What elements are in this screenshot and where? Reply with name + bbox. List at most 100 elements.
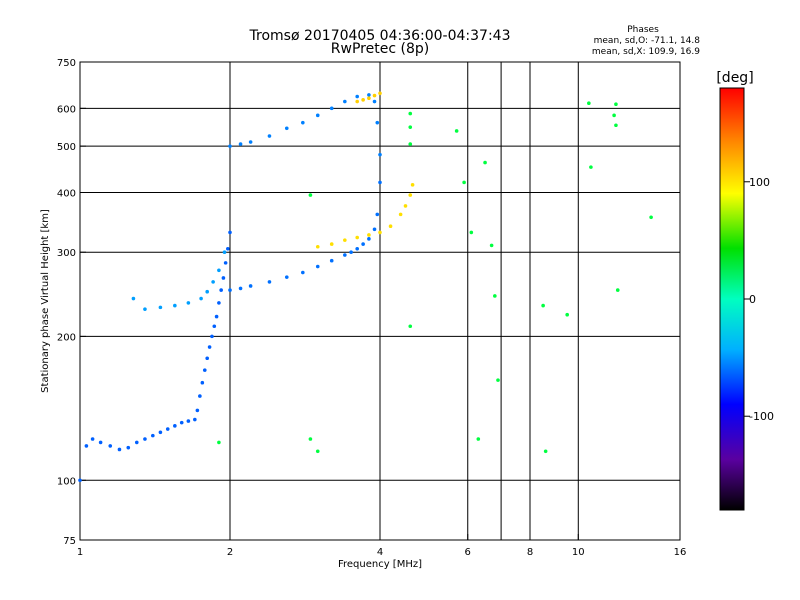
chart-subtitle: RwPretec (8p) bbox=[331, 41, 429, 57]
data-point bbox=[158, 305, 163, 310]
x-tick-label-2: 2 bbox=[227, 547, 233, 558]
series-4 bbox=[228, 93, 382, 157]
data-point bbox=[212, 324, 217, 329]
data-point bbox=[219, 288, 223, 292]
data-points bbox=[78, 91, 653, 483]
data-point bbox=[649, 215, 653, 220]
data-point bbox=[375, 120, 380, 125]
data-point bbox=[378, 180, 382, 185]
data-point bbox=[165, 427, 170, 431]
y-tick-label-75: 75 bbox=[63, 536, 76, 547]
axis-ticks: 1 2 4 6 8 10 16 75 100 200 300 400 500 600 750 bbox=[57, 58, 686, 558]
data-point bbox=[308, 437, 313, 441]
data-point bbox=[198, 394, 202, 398]
data-point bbox=[151, 433, 155, 438]
data-point bbox=[355, 235, 359, 240]
data-point bbox=[329, 258, 334, 263]
y-tick-label-400: 400 bbox=[57, 188, 76, 199]
data-point bbox=[205, 289, 209, 294]
data-point bbox=[462, 180, 466, 185]
data-point bbox=[301, 120, 305, 125]
data-point bbox=[403, 204, 408, 208]
data-point bbox=[143, 307, 147, 311]
stats-heading: Phases bbox=[627, 25, 659, 35]
y-tick-label-100: 100 bbox=[57, 476, 76, 487]
data-point bbox=[343, 238, 347, 242]
y-axis-label: Stationary phase Virtual Height [km] bbox=[40, 209, 51, 393]
data-point bbox=[158, 430, 163, 435]
series-1 bbox=[195, 230, 232, 413]
data-point bbox=[214, 314, 219, 319]
data-point bbox=[179, 420, 184, 425]
data-point bbox=[211, 280, 215, 284]
data-point bbox=[378, 91, 382, 96]
data-point bbox=[408, 193, 413, 197]
data-point bbox=[143, 437, 147, 441]
data-point bbox=[202, 368, 207, 372]
data-point bbox=[367, 237, 371, 241]
data-point bbox=[228, 144, 232, 148]
data-point bbox=[329, 242, 334, 246]
data-point bbox=[222, 250, 227, 255]
data-point bbox=[565, 312, 569, 317]
data-point bbox=[329, 106, 334, 111]
data-point bbox=[543, 449, 548, 454]
data-point bbox=[193, 417, 197, 422]
data-point bbox=[315, 244, 320, 249]
data-point bbox=[489, 243, 494, 248]
data-point bbox=[199, 296, 203, 301]
data-point bbox=[408, 111, 413, 116]
y-tick-label-500: 500 bbox=[57, 142, 76, 153]
data-point bbox=[408, 324, 413, 329]
data-point bbox=[210, 334, 214, 339]
data-point bbox=[207, 345, 212, 349]
data-point bbox=[343, 253, 347, 257]
data-point bbox=[217, 301, 221, 305]
data-point bbox=[410, 183, 415, 187]
data-point bbox=[361, 242, 365, 246]
data-point bbox=[186, 419, 191, 423]
data-point bbox=[355, 94, 359, 99]
data-point bbox=[615, 288, 620, 292]
x-tick-label-10: 10 bbox=[572, 547, 585, 558]
colorbar-tick-label-1: 0 bbox=[749, 293, 756, 306]
x-tick-label-6: 6 bbox=[465, 547, 471, 558]
data-point bbox=[308, 193, 313, 197]
data-point bbox=[195, 408, 200, 413]
data-point bbox=[372, 99, 377, 104]
x-tick-label-1: 1 bbox=[77, 547, 83, 558]
data-point bbox=[614, 123, 618, 128]
series-2 bbox=[228, 180, 382, 292]
data-point bbox=[612, 113, 616, 118]
data-point bbox=[454, 129, 459, 133]
colorbar-tick-label-0: 100 bbox=[749, 176, 770, 189]
data-point bbox=[408, 125, 413, 129]
data-point bbox=[408, 142, 413, 146]
data-point bbox=[378, 230, 382, 235]
data-point bbox=[315, 449, 320, 454]
y-tick-label-600: 600 bbox=[57, 104, 76, 115]
chart-title: Tromsø 20170405 04:36:00-04:37:43 bbox=[249, 28, 511, 44]
data-point bbox=[355, 99, 359, 104]
data-point bbox=[186, 301, 191, 305]
data-point bbox=[217, 440, 221, 445]
data-point bbox=[349, 250, 353, 255]
data-point bbox=[90, 437, 95, 441]
data-point bbox=[375, 212, 380, 217]
data-point bbox=[173, 303, 177, 308]
data-point bbox=[248, 284, 253, 288]
x-axis-label: Frequency [MHz] bbox=[338, 559, 422, 570]
data-point bbox=[126, 445, 131, 450]
data-point bbox=[228, 230, 232, 235]
data-point bbox=[228, 288, 232, 292]
data-point bbox=[496, 378, 500, 382]
data-point bbox=[367, 96, 371, 100]
data-point bbox=[238, 286, 243, 291]
data-point bbox=[248, 140, 253, 144]
data-point bbox=[367, 93, 371, 97]
colorbar-ticks: 100 0 -100 bbox=[744, 176, 774, 423]
data-point bbox=[493, 294, 497, 298]
colorbar bbox=[719, 87, 745, 511]
series-7 bbox=[217, 101, 653, 454]
